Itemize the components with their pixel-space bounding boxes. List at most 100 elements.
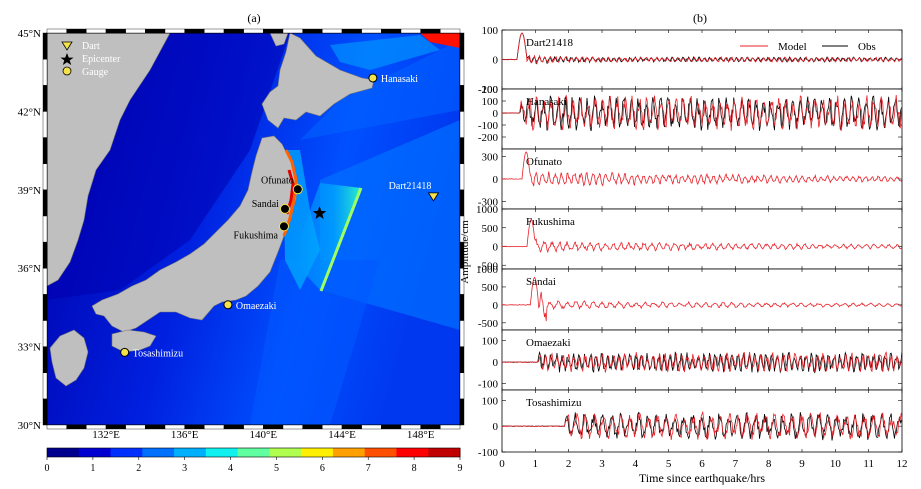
station-name-label: Hanasaki <box>526 96 567 108</box>
map-longitude-labels: 132°E 136°E 140°E 144°E 148°E <box>92 429 435 441</box>
border-segment <box>341 28 362 34</box>
obs-series-line <box>502 411 902 441</box>
colorbar-segment <box>78 448 112 457</box>
legend-obs-label: Obs <box>858 41 876 53</box>
colorbar-tick-label: 8 <box>412 463 417 474</box>
star-legend-icon <box>60 53 74 65</box>
lon-tick-label: 132°E <box>92 429 120 441</box>
colorbar-segment <box>110 448 143 457</box>
station-label: Tosashimizu <box>133 348 183 359</box>
colorbar-segment <box>205 448 239 457</box>
border-segment <box>322 28 343 34</box>
y-tick-label: 200 <box>482 84 499 96</box>
station-label: Omaezaki <box>236 301 277 312</box>
y-tick-label: -200 <box>478 132 499 144</box>
border-segment <box>66 28 87 34</box>
tsunami-map: 132°E 136°E 140°E 144°E 148°E 30°N33°N36°N39… <box>18 28 465 474</box>
colorbar-tick-label: 6 <box>320 463 325 474</box>
subplot-frame <box>501 268 903 331</box>
lon-tick-label: 144°E <box>328 429 356 441</box>
station-name-label: Sandai <box>526 276 556 288</box>
panel-a-label: (a) <box>247 11 260 25</box>
colorbar-segment <box>396 448 429 457</box>
border-segment <box>42 111 48 138</box>
y-tick-label: -500 <box>478 318 499 330</box>
lat-tick-label: 39°N <box>18 185 41 197</box>
colorbar: 0 1 2 3 4 5 6 7 8 9 <box>45 447 463 474</box>
kuril-shelf <box>330 35 440 70</box>
kuril-high-amplitude <box>420 33 460 48</box>
border-segment <box>184 28 205 34</box>
border-segment <box>459 398 465 426</box>
subplot-frame <box>501 29 903 90</box>
border-segment <box>42 320 48 347</box>
gauge-marker <box>292 184 303 195</box>
border-segment <box>223 424 244 430</box>
border-segment <box>125 424 146 430</box>
epicenter-marker <box>312 206 327 219</box>
station-name-label: Tosashimizu <box>526 397 582 409</box>
border-segment <box>42 241 48 269</box>
border-segment <box>42 85 48 112</box>
border-segment <box>46 28 67 34</box>
border-segment <box>42 163 48 191</box>
station-subplot: -500 0 500 1000 Fukushima <box>476 204 903 272</box>
colorbar-segment <box>47 448 80 457</box>
colorbar-tick-label: 5 <box>274 463 279 474</box>
x-axis-label: Time since earthquake/hrs <box>639 471 766 485</box>
border-segment <box>66 424 87 430</box>
x-tick-label: 4 <box>633 458 639 470</box>
border-segment <box>361 424 382 430</box>
lat-tick-label: 45°N <box>18 28 41 40</box>
x-tick-label: 1 <box>533 458 539 470</box>
y-tick-label: -300 <box>478 197 499 209</box>
colorbar-tick-label: 4 <box>228 463 233 474</box>
border-segment <box>302 424 323 430</box>
colorbar-segment <box>301 448 334 457</box>
x-tick-label: 8 <box>766 458 772 470</box>
station-name-label: Ofunato <box>526 156 563 168</box>
map-legend: Dart Epicenter Gauge <box>60 41 121 78</box>
gauge-marker <box>223 300 233 310</box>
model-series-line <box>502 276 902 322</box>
dart-buoy-marker <box>427 192 440 202</box>
y-axis-label: Amplitude/cm <box>459 220 471 284</box>
border-segment <box>459 111 465 138</box>
border-segment <box>42 268 48 295</box>
border-segment <box>459 58 465 86</box>
x-tick-label: 5 <box>666 458 672 470</box>
station-label: Fukushima <box>234 230 279 241</box>
x-tick-label: 9 <box>799 458 805 470</box>
station-subplot: -500 0 500 1000 Sandai <box>476 264 903 331</box>
map-latitude-labels: 30°N 33°N 36°N 39°N 42°N 45°N <box>18 28 41 432</box>
border-segment <box>243 28 264 34</box>
border-segment <box>459 346 465 373</box>
border-segment <box>125 28 146 34</box>
model-series-line <box>502 94 902 132</box>
y-tick-label: 1000 <box>476 264 499 276</box>
y-tick-label: 0 <box>493 55 499 67</box>
station-name-label: Dart21418 <box>526 37 574 49</box>
y-tick-label: 100 <box>482 96 499 108</box>
border-segment <box>204 424 225 430</box>
wave-beam-south <box>250 260 380 425</box>
y-tick-label: 0 <box>493 357 499 369</box>
model-series-line <box>502 410 902 441</box>
map-border-scale <box>42 28 465 430</box>
station-label: Ofunato <box>261 175 294 186</box>
land-kyushu <box>49 329 89 387</box>
station-subplot: -100 0 100 Omaezaki <box>478 329 903 391</box>
border-segment <box>42 398 48 426</box>
colorbar-tick-label: 7 <box>366 463 371 474</box>
land-mainland <box>47 33 171 287</box>
border-segment <box>204 28 225 34</box>
station-subplot: -300 0 300 Ofunato <box>478 148 903 210</box>
border-segment <box>145 28 166 34</box>
y-tick-label: 0 <box>493 108 499 120</box>
lon-tick-label: 136°E <box>171 429 199 441</box>
colorbar-frame <box>46 447 461 458</box>
y-tick-label: -100 <box>478 84 499 96</box>
lat-tick-label: 36°N <box>18 263 41 275</box>
lat-tick-label: 42°N <box>18 106 41 118</box>
x-tick-label: 10 <box>830 458 842 470</box>
